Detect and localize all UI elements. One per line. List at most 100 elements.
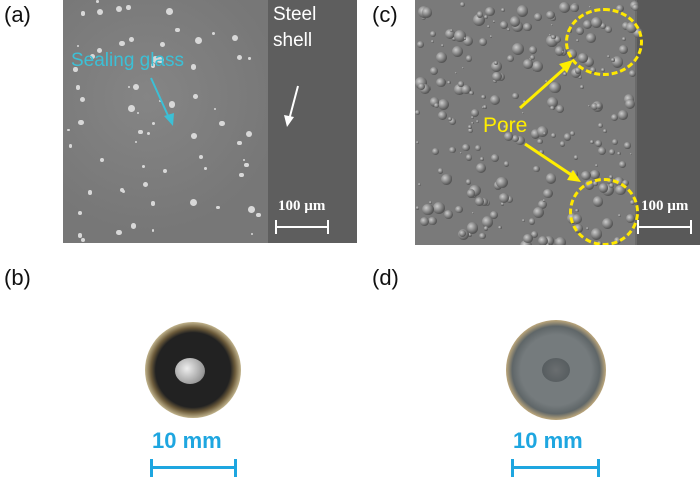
pore-texture [133, 84, 140, 90]
pore-texture [78, 233, 83, 238]
panel-label-a: (a) [4, 2, 31, 27]
pore-texture [536, 126, 548, 138]
pore-texture [545, 10, 555, 20]
pore-texture [479, 38, 487, 46]
pore-texture [516, 4, 529, 17]
pore-texture [81, 11, 86, 16]
pore-texture [68, 144, 73, 148]
pore-texture [531, 129, 541, 139]
pore-texture [244, 162, 249, 168]
pore-texture [429, 97, 440, 107]
pore-texture [515, 135, 525, 145]
pore-texture [503, 161, 510, 167]
pore-texture [479, 232, 486, 240]
pore-texture [521, 219, 525, 223]
pore-texture [466, 222, 479, 235]
pore-texture [469, 91, 474, 96]
pore-texture [191, 133, 197, 139]
pore-texture [630, 152, 633, 155]
pore-texture [199, 155, 204, 160]
pore-texture [462, 143, 471, 152]
pore-texture [127, 85, 130, 88]
pore-texture [455, 72, 458, 75]
pore-texture [447, 116, 453, 122]
pore-texture [608, 174, 614, 180]
scale-bar-c [637, 220, 692, 234]
pore-texture [119, 187, 124, 192]
pore-texture [544, 80, 548, 84]
pore-texture [175, 27, 180, 33]
pore-texture [590, 140, 594, 145]
pore-texture [556, 105, 564, 113]
pore-texture [545, 242, 550, 245]
pore-texture [449, 146, 456, 154]
pore-texture [616, 4, 624, 13]
pore-texture [503, 124, 508, 130]
pore-texture [490, 95, 501, 106]
pore-texture [580, 85, 584, 89]
pore-texture [422, 204, 434, 216]
pore-texture [80, 96, 86, 102]
pore-texture [127, 105, 135, 112]
pore-texture [236, 55, 243, 61]
pore-texture [150, 201, 156, 206]
pore-texture [528, 45, 538, 55]
pore-texture [523, 233, 533, 244]
pore-texture [242, 158, 246, 162]
pore-texture [438, 168, 444, 174]
pore-texture [597, 122, 604, 129]
pore-texture [597, 147, 607, 156]
pore-texture [417, 83, 425, 91]
pore-texture [546, 173, 557, 184]
pore-texture [219, 120, 226, 127]
pore-texture [437, 111, 447, 121]
pore-texture [507, 55, 515, 63]
pore-texture [80, 237, 86, 242]
pore-texture [538, 235, 549, 245]
pore-texture [531, 60, 543, 72]
pore-texture [467, 232, 473, 237]
sem-image-c: Pore 100 µm [415, 0, 700, 245]
pore-texture [594, 163, 598, 168]
scale-bar-d [511, 459, 600, 477]
pore-texture [475, 197, 484, 207]
pore-texture [429, 66, 438, 75]
pore-texture [558, 1, 570, 13]
pore-texture [129, 36, 134, 42]
pore-texture [421, 7, 433, 18]
pore-texture [492, 78, 498, 84]
steel-shell-region [637, 0, 700, 245]
pore-texture [216, 206, 220, 210]
pore-texture [559, 140, 566, 147]
pore-texture [494, 61, 498, 65]
pore-texture [537, 138, 543, 145]
pore-texture [73, 67, 78, 72]
pore-texture [498, 225, 502, 230]
pore-texture [465, 55, 473, 62]
pore-texture [67, 128, 70, 132]
scale-bar-label-b: 10 mm [152, 428, 222, 453]
pore-texture [500, 7, 506, 13]
pore-texture [467, 189, 476, 198]
pore-texture [581, 170, 591, 181]
pore-texture [548, 33, 552, 36]
pore-texture [503, 131, 514, 142]
pore-texture [449, 118, 457, 125]
pore-texture [428, 216, 437, 226]
pore-texture [96, 48, 103, 54]
pore-texture [143, 182, 149, 188]
pore-texture [134, 140, 137, 143]
pore-texture [532, 165, 540, 173]
pore-texture [245, 130, 252, 137]
pore-texture [248, 57, 251, 60]
pore-texture [75, 85, 81, 90]
pore-texture [429, 30, 437, 38]
pore-texture [512, 134, 520, 142]
pore-texture [577, 74, 583, 80]
pore-texture [475, 119, 480, 124]
pore-texture [561, 50, 565, 54]
pore-texture [589, 6, 592, 9]
pore-texture [150, 63, 156, 68]
pore-texture [542, 131, 547, 136]
pore-texture [529, 54, 536, 61]
